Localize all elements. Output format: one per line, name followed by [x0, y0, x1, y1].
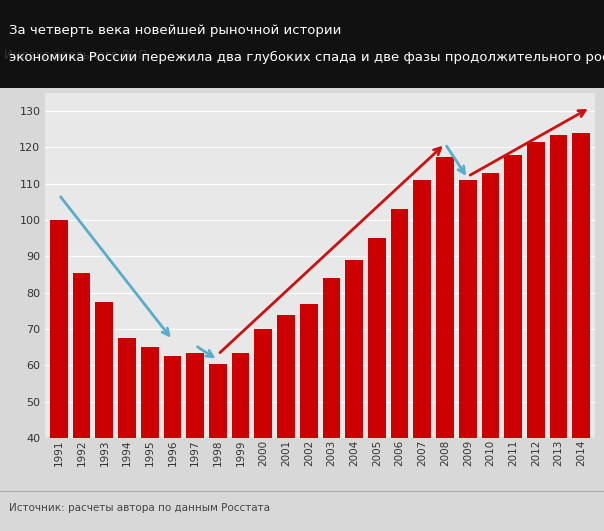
- Bar: [345, 260, 363, 438]
- Text: экономика России пережила два глубоких спада и две фазы продолжительного роста: экономика России пережила два глубоких с…: [9, 50, 604, 64]
- Bar: [391, 209, 408, 438]
- Bar: [95, 302, 113, 438]
- Text: Индекс реального ВВП: Индекс реального ВВП: [4, 49, 147, 62]
- Bar: [368, 238, 386, 438]
- Bar: [414, 180, 431, 438]
- Bar: [504, 155, 522, 438]
- Bar: [436, 157, 454, 438]
- Bar: [277, 314, 295, 438]
- Bar: [254, 329, 272, 438]
- Bar: [300, 304, 318, 438]
- Bar: [72, 273, 91, 438]
- Bar: [232, 353, 249, 438]
- Bar: [164, 356, 181, 438]
- Bar: [209, 364, 226, 438]
- Bar: [50, 220, 68, 438]
- Bar: [141, 347, 159, 438]
- Bar: [323, 278, 340, 438]
- Bar: [187, 353, 204, 438]
- Bar: [459, 180, 477, 438]
- Bar: [550, 135, 568, 438]
- Bar: [481, 173, 500, 438]
- Text: Источник: расчеты автора по данным Росстата: Источник: расчеты автора по данным Росст…: [9, 503, 270, 513]
- Bar: [573, 133, 590, 438]
- Bar: [527, 142, 545, 438]
- Text: За четверть века новейшей рыночной истории: За четверть века новейшей рыночной истор…: [9, 24, 341, 37]
- Bar: [118, 338, 136, 438]
